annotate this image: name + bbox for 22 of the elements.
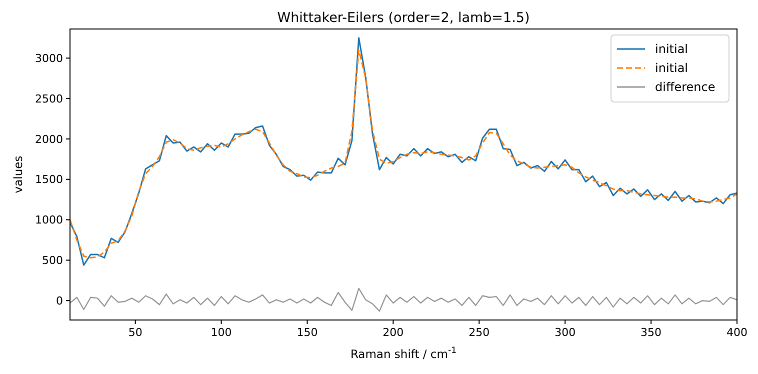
y-tick-label: 2000 [35,132,63,146]
legend-label: initial [655,42,688,56]
y-tick-label: 1000 [35,214,63,227]
y-tick-label: 1500 [35,173,63,186]
x-tick-label: 400 [726,326,748,339]
line-series [70,288,737,312]
y-tick-label: 500 [42,254,63,268]
y-tick-label: 0 [56,294,63,308]
x-tick-label: 150 [296,326,318,339]
y-tick-label: 2500 [35,92,63,106]
x-axis-title: Raman shift / cm$^{-1}$ [350,346,457,361]
x-tick-label: 200 [382,326,404,339]
y-tick-label: 3000 [35,52,63,65]
x-tick-label: 350 [640,326,662,339]
x-tick-label: 100 [210,326,232,339]
y-axis-title: values [11,156,25,194]
x-tick-label: 50 [128,326,142,339]
legend-label: initial [655,61,688,75]
x-tick-label: 300 [554,326,576,339]
legend-label: difference [655,80,716,94]
chart-title: Whittaker-Eilers (order=2, lamb=1.5) [277,10,530,26]
x-tick-label: 250 [468,326,490,339]
